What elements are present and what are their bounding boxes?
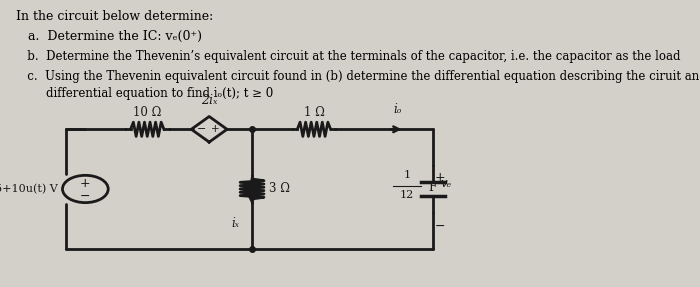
Text: In the circuit below determine:: In the circuit below determine: — [16, 10, 213, 23]
Text: +: + — [211, 124, 220, 134]
Text: +: + — [435, 171, 445, 184]
Text: 1 Ω: 1 Ω — [304, 106, 324, 119]
Text: −: − — [435, 220, 445, 232]
Text: 1: 1 — [403, 170, 410, 181]
Text: 12: 12 — [400, 190, 414, 200]
Text: 10 Ω: 10 Ω — [133, 106, 162, 119]
Text: a.  Determine the IC: vₑ(0⁺): a. Determine the IC: vₑ(0⁺) — [16, 30, 202, 43]
Text: 3 Ω: 3 Ω — [269, 183, 290, 195]
Text: vₑ: vₑ — [440, 177, 452, 190]
Text: −: − — [80, 190, 90, 203]
Text: iₒ: iₒ — [393, 103, 401, 116]
Text: b.  Determine the Thevenin’s equivalent circuit at the terminals of the capacito: b. Determine the Thevenin’s equivalent c… — [16, 50, 681, 63]
Text: iₓ: iₓ — [232, 217, 239, 230]
Text: F: F — [428, 181, 437, 194]
Text: c.  Using the Thevenin equivalent circuit found in (b) determine the differentia: c. Using the Thevenin equivalent circuit… — [16, 70, 700, 83]
Text: 5+10u(t) V: 5+10u(t) V — [0, 184, 57, 194]
Text: differential equation to find iₒ(t); t ≥ 0: differential equation to find iₒ(t); t ≥… — [16, 87, 274, 100]
Text: −: − — [197, 124, 206, 134]
Text: 2iₓ: 2iₓ — [201, 94, 218, 107]
Text: +: + — [80, 177, 91, 190]
